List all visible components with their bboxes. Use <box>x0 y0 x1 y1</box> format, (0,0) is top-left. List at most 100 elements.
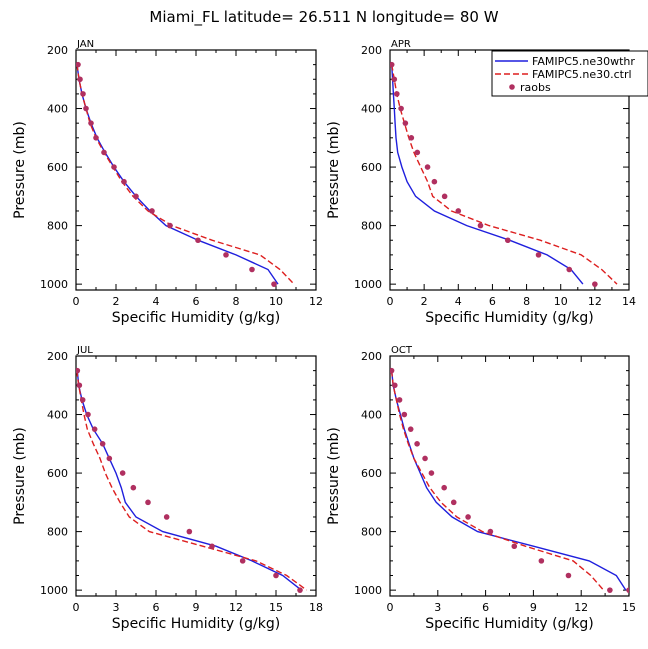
raobs-point <box>441 193 448 200</box>
x-tick-label: 10 <box>269 295 283 308</box>
legend-label: FAMIPC5.ne30wthr <box>532 55 635 68</box>
series-group <box>390 367 629 593</box>
raobs-point <box>398 105 404 112</box>
raobs-point <box>249 266 255 273</box>
raobs-point <box>401 411 408 418</box>
x-tick-label: 15 <box>622 601 636 614</box>
raobs-point <box>106 455 113 462</box>
raobs-point <box>76 61 81 68</box>
ctrl-line <box>76 370 308 591</box>
panel-label: JAN <box>76 39 94 50</box>
x-tick-label: 0 <box>387 295 394 308</box>
wthr-line <box>390 370 627 591</box>
raobs-point <box>76 367 81 374</box>
raobs-point <box>414 441 420 447</box>
y-tick-label: 400 <box>361 103 382 116</box>
x-tick-label: 0 <box>73 295 80 308</box>
x-tick-label: 4 <box>153 295 160 308</box>
raobs-point <box>424 164 431 170</box>
y-tick-label: 400 <box>47 409 68 422</box>
x-axis-title: Specific Humidity (g/kg) <box>112 310 280 326</box>
plot-frame <box>75 49 317 291</box>
y-tick-label: 800 <box>361 220 382 233</box>
raobs-point <box>431 178 438 185</box>
y-tick-label: 1000 <box>40 278 68 291</box>
raobs-point <box>76 382 83 389</box>
raobs-point <box>130 484 137 491</box>
raobs-point <box>149 208 155 214</box>
y-tick-label: 800 <box>47 220 68 233</box>
y-tick-label: 1000 <box>40 584 68 597</box>
raobs-point <box>391 76 398 83</box>
raobs-point <box>441 484 447 491</box>
x-tick-label: 3 <box>434 601 441 614</box>
ctrl-line <box>390 370 605 591</box>
raobs-point <box>145 499 151 506</box>
y-tick-label: 800 <box>47 526 68 539</box>
raobs-point <box>566 266 573 273</box>
raobs-point <box>273 572 279 579</box>
legend-label: FAMIPC5.ne30.ctrl <box>532 68 632 81</box>
y-tick-label: 600 <box>47 161 68 174</box>
raobs-point <box>607 587 613 593</box>
x-tick-label: 12 <box>309 295 323 308</box>
raobs-point <box>121 178 127 185</box>
y-axis-title: Pressure (mb) <box>12 427 28 525</box>
raobs-point <box>101 149 107 156</box>
figure-title: Miami_FL latitude= 26.511 N longitude= 8… <box>149 8 498 27</box>
x-tick-label: 15 <box>269 601 283 614</box>
raobs-point <box>487 528 494 535</box>
series-group <box>390 61 618 287</box>
x-tick-label: 18 <box>309 601 323 614</box>
raobs-point <box>465 514 471 520</box>
series-group <box>76 367 308 593</box>
y-tick-label: 1000 <box>354 584 382 597</box>
x-tick-label: 4 <box>455 295 462 308</box>
raobs-point <box>535 252 542 258</box>
plot-frame <box>389 355 630 597</box>
x-tick-label: 12 <box>574 601 588 614</box>
raobs-point <box>455 208 462 214</box>
y-tick-label: 600 <box>361 161 382 174</box>
raobs-point <box>77 76 83 83</box>
x-tick-label: 6 <box>489 295 496 308</box>
ctrl-line <box>76 64 295 285</box>
panel-label: OCT <box>391 345 413 356</box>
raobs-point <box>88 120 94 126</box>
x-axis-title: Specific Humidity (g/kg) <box>425 310 593 326</box>
y-tick-label: 600 <box>47 467 68 480</box>
raobs-point <box>239 558 246 564</box>
x-tick-label: 2 <box>113 295 120 308</box>
panel-apr: APR 0 2 4 6 8 10 12 14 200 400 600 800 1000 Specific H… <box>326 39 636 326</box>
raobs-point <box>414 149 421 156</box>
x-tick-label: 9 <box>193 601 200 614</box>
raobs-point <box>394 91 400 97</box>
raobs-point <box>167 222 173 229</box>
raobs-point <box>297 587 303 593</box>
panel-oct: OCT 0 3 6 9 12 15 200 400 600 800 1000 Specific Humi… <box>326 345 636 632</box>
y-tick-label: 600 <box>361 467 382 480</box>
raobs-point <box>538 558 545 564</box>
raobs-point <box>80 91 86 97</box>
y-axis-title: Pressure (mb) <box>12 121 28 219</box>
x-tick-label: 3 <box>113 601 120 614</box>
ctrl-line <box>391 64 618 285</box>
raobs-point <box>592 281 598 287</box>
raobs-point <box>99 441 106 447</box>
x-tick-label: 12 <box>588 295 602 308</box>
x-tick-label: 8 <box>233 295 240 308</box>
y-tick-label: 400 <box>47 103 68 116</box>
raobs-point <box>209 543 215 550</box>
raobs-point <box>565 572 572 579</box>
legend-label: raobs <box>520 81 551 94</box>
raobs-point <box>223 252 229 258</box>
y-axis-title: Pressure (mb) <box>326 427 342 525</box>
raobs-point <box>390 367 395 374</box>
x-tick-label: 0 <box>73 601 80 614</box>
raobs-point <box>271 281 277 287</box>
x-axis-title: Specific Humidity (g/kg) <box>425 616 593 632</box>
plot-frame <box>75 355 317 597</box>
raobs-point <box>91 426 98 432</box>
x-tick-label: 6 <box>193 295 200 308</box>
x-tick-label: 10 <box>554 295 568 308</box>
